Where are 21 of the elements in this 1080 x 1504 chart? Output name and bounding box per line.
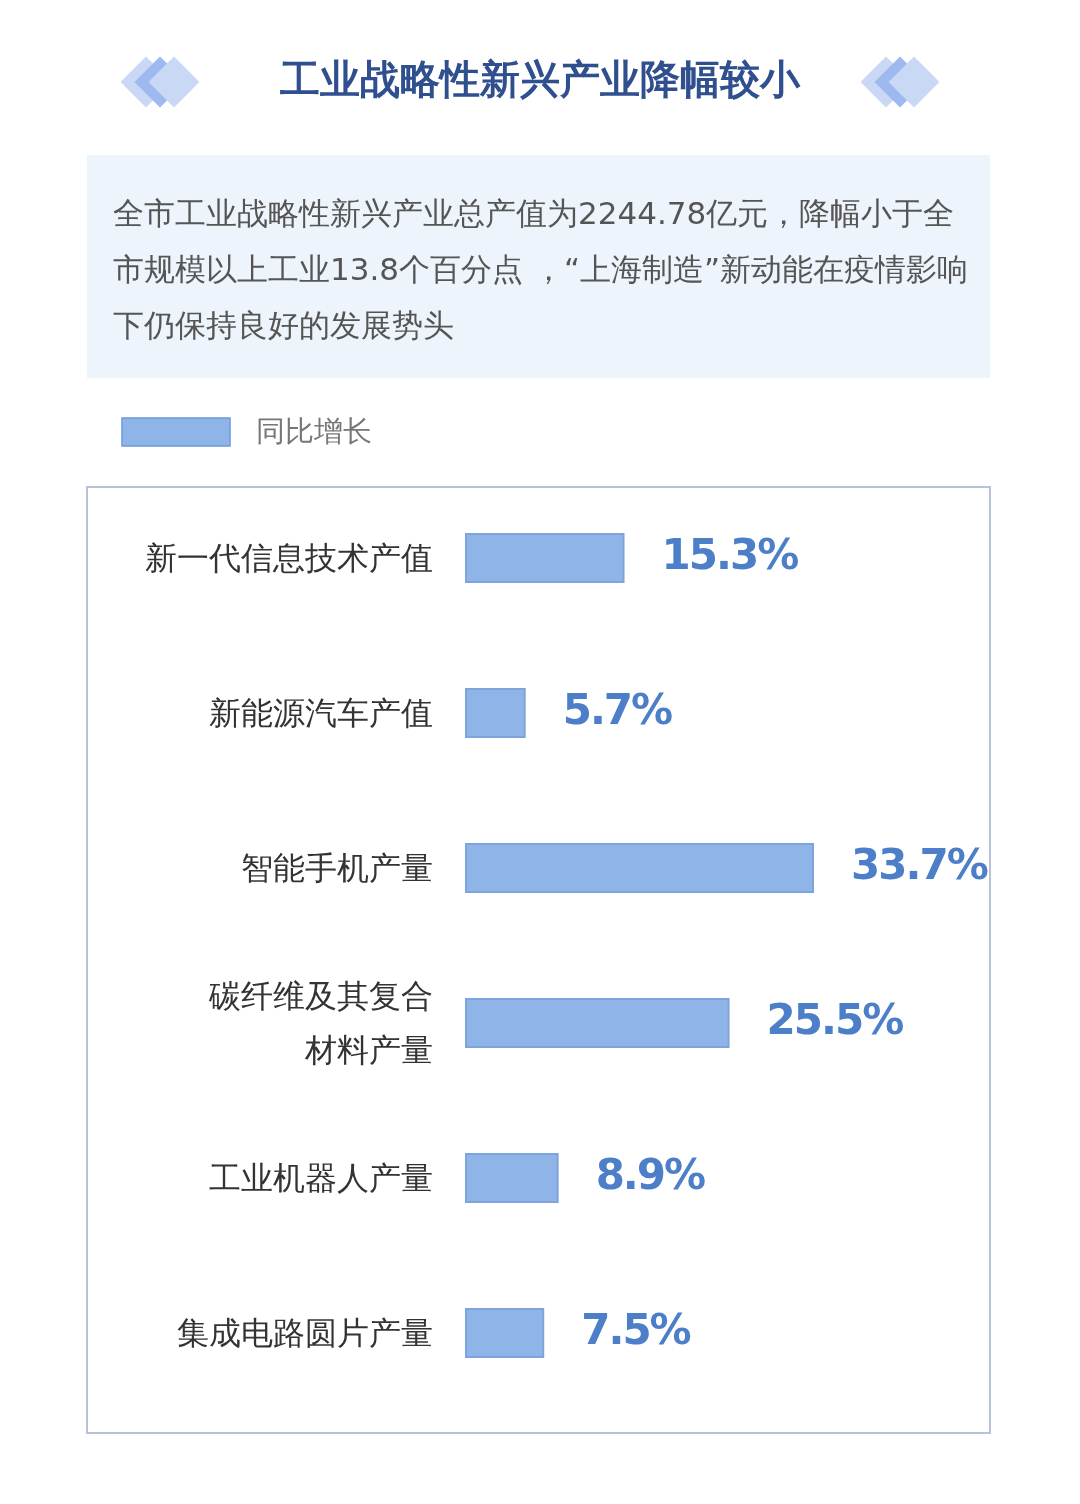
bar bbox=[465, 1308, 545, 1358]
y-tick-label: 新一代信息技术产值 bbox=[145, 538, 433, 579]
data-label: 33.7% bbox=[851, 840, 987, 889]
chart-subtitle: 全市工业战略性新兴产业总产值为2244.78亿元，降幅小于全市规模以上工业13.8个百分点 ，“上海制造”新动能在疫情影响下仍保持良好的发展势头 bbox=[113, 194, 969, 345]
bar bbox=[465, 533, 625, 583]
y-tick-label: 集成电路圆片产量 bbox=[177, 1313, 433, 1354]
bar bbox=[465, 688, 526, 738]
bar bbox=[465, 998, 730, 1048]
data-label: 5.7% bbox=[562, 685, 672, 734]
data-label: 25.5% bbox=[766, 995, 903, 1044]
bar bbox=[465, 843, 814, 893]
y-tick-label: 工业机器人产量 bbox=[209, 1158, 433, 1199]
data-label: 7.5% bbox=[581, 1305, 690, 1354]
data-label: 15.3% bbox=[661, 530, 798, 579]
y-tick-label: 新能源汽车产值 bbox=[209, 693, 433, 734]
y-tick-label: 智能手机产量 bbox=[241, 848, 433, 889]
chart-title: 工业战略性新兴产业降幅较小 bbox=[279, 55, 802, 104]
data-label: 8.9% bbox=[595, 1150, 705, 1199]
bar bbox=[465, 1153, 559, 1203]
legend-label: 同比增长 bbox=[256, 413, 372, 450]
y-tick-label: 碳纤维及其复合材料产量 bbox=[209, 976, 433, 1071]
